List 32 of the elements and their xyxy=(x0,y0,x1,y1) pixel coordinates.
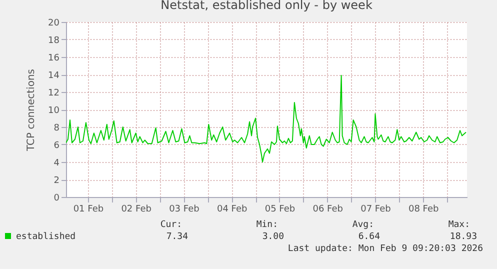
text: 18.93 xyxy=(450,232,477,242)
x-tick-label: 03 Feb xyxy=(169,204,200,214)
y-tick-label: 4 xyxy=(54,158,60,168)
x-tick-label: 01 Feb xyxy=(73,204,104,214)
x-tick-label: 07 Feb xyxy=(360,204,392,214)
text: Cur: xyxy=(160,220,182,230)
chart-title: Netstat, established only - by week xyxy=(160,0,372,12)
text: Min: xyxy=(256,220,278,230)
legend-label: established xyxy=(16,232,76,242)
x-tick-label: 04 Feb xyxy=(216,204,248,214)
y-tick-label: 6 xyxy=(54,141,60,151)
line-series xyxy=(66,74,466,162)
y-tick-label: 0 xyxy=(54,194,60,204)
text: 7.34 xyxy=(166,232,188,242)
y-tick-label: 2 xyxy=(54,176,60,186)
y-tick-label: 16 xyxy=(48,54,60,64)
text: Last update: Mon Feb 9 09:20:03 2026 xyxy=(288,244,483,254)
y-tick-label: 14 xyxy=(48,71,60,81)
y-tick-label: 18 xyxy=(48,36,60,46)
y-axis-title: TCP connections xyxy=(26,68,38,152)
x-tick-label: 05 Feb xyxy=(264,204,296,214)
y-tick-label: 20 xyxy=(48,18,60,28)
y-tick-label: 10 xyxy=(48,106,60,116)
y-tick-label: 12 xyxy=(48,88,60,98)
text: 6.64 xyxy=(358,232,380,242)
text: Avg: xyxy=(352,220,374,230)
x-tick-label: 02 Feb xyxy=(121,204,152,214)
text: 3.00 xyxy=(262,232,284,242)
y-tick-label: 8 xyxy=(54,124,60,134)
text: Max: xyxy=(448,220,470,230)
x-tick-label: 06 Feb xyxy=(312,204,344,214)
x-tick-label: 08 Feb xyxy=(408,204,440,214)
